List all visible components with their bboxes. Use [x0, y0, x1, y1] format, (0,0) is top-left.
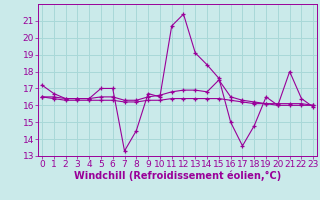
X-axis label: Windchill (Refroidissement éolien,°C): Windchill (Refroidissement éolien,°C): [74, 171, 281, 181]
